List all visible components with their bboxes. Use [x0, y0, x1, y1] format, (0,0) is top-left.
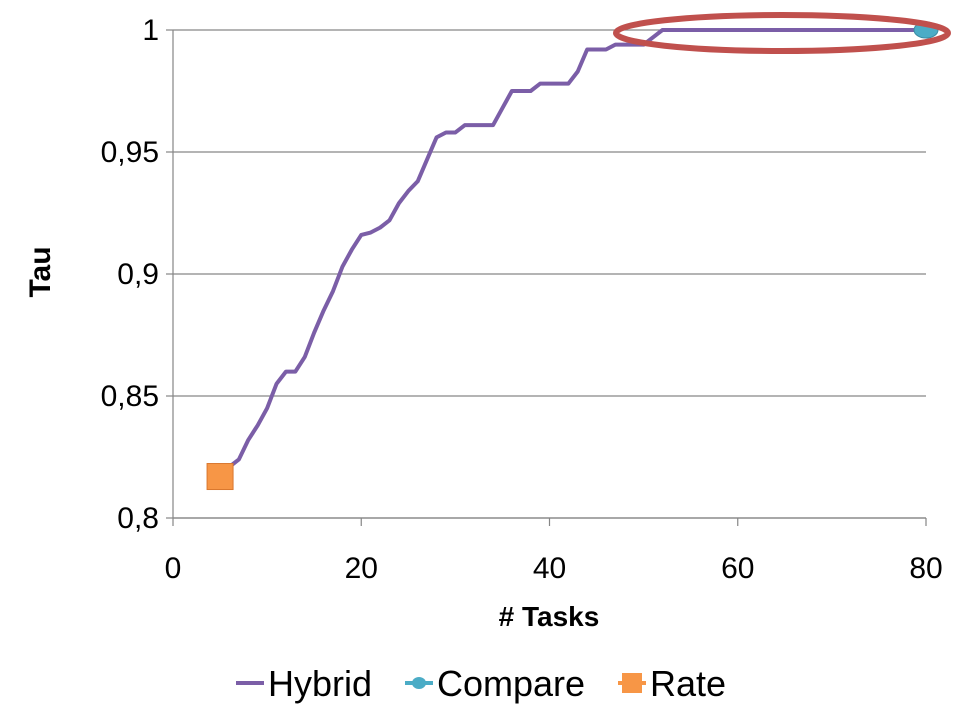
- x-tick-label: 40: [533, 552, 566, 585]
- x-tick-label: 60: [721, 552, 754, 585]
- y-tick-label: 0,8: [117, 502, 159, 535]
- y-tick-label: 1: [142, 14, 159, 47]
- x-tick-label: 0: [165, 552, 182, 585]
- rate-point: [206, 463, 234, 491]
- annotations: [612, 12, 951, 54]
- legend-label-rate: Rate: [650, 663, 726, 704]
- series: [206, 21, 939, 491]
- legend-marker-rate: [622, 673, 642, 693]
- y-tick-label: 0,95: [101, 136, 159, 169]
- highlight-ellipse: [612, 12, 951, 54]
- legend-label-hybrid: Hybrid: [268, 663, 372, 704]
- legend-marker-compare: [412, 677, 426, 689]
- y-axis-title: Tau: [24, 246, 57, 297]
- legend: Hybrid Compare Rate: [236, 663, 726, 704]
- x-tick-label: 20: [345, 552, 378, 585]
- legend-item-rate: Rate: [618, 663, 726, 704]
- hybrid-series-line: [227, 28, 928, 469]
- legend-item-compare: Compare: [405, 663, 585, 704]
- axes: [166, 29, 927, 526]
- y-tick-label: 0,9: [117, 258, 159, 291]
- legend-item-hybrid: Hybrid: [236, 663, 372, 704]
- x-tick-label: 80: [909, 552, 942, 585]
- legend-label-compare: Compare: [437, 663, 585, 704]
- y-tick-label: 0,85: [101, 380, 159, 413]
- tick-labels: 0,8 0,85 0,9 0,95 1 0 20 40 60 80: [101, 14, 943, 585]
- gridlines: [173, 29, 926, 519]
- x-axis-title: # Tasks: [499, 601, 600, 632]
